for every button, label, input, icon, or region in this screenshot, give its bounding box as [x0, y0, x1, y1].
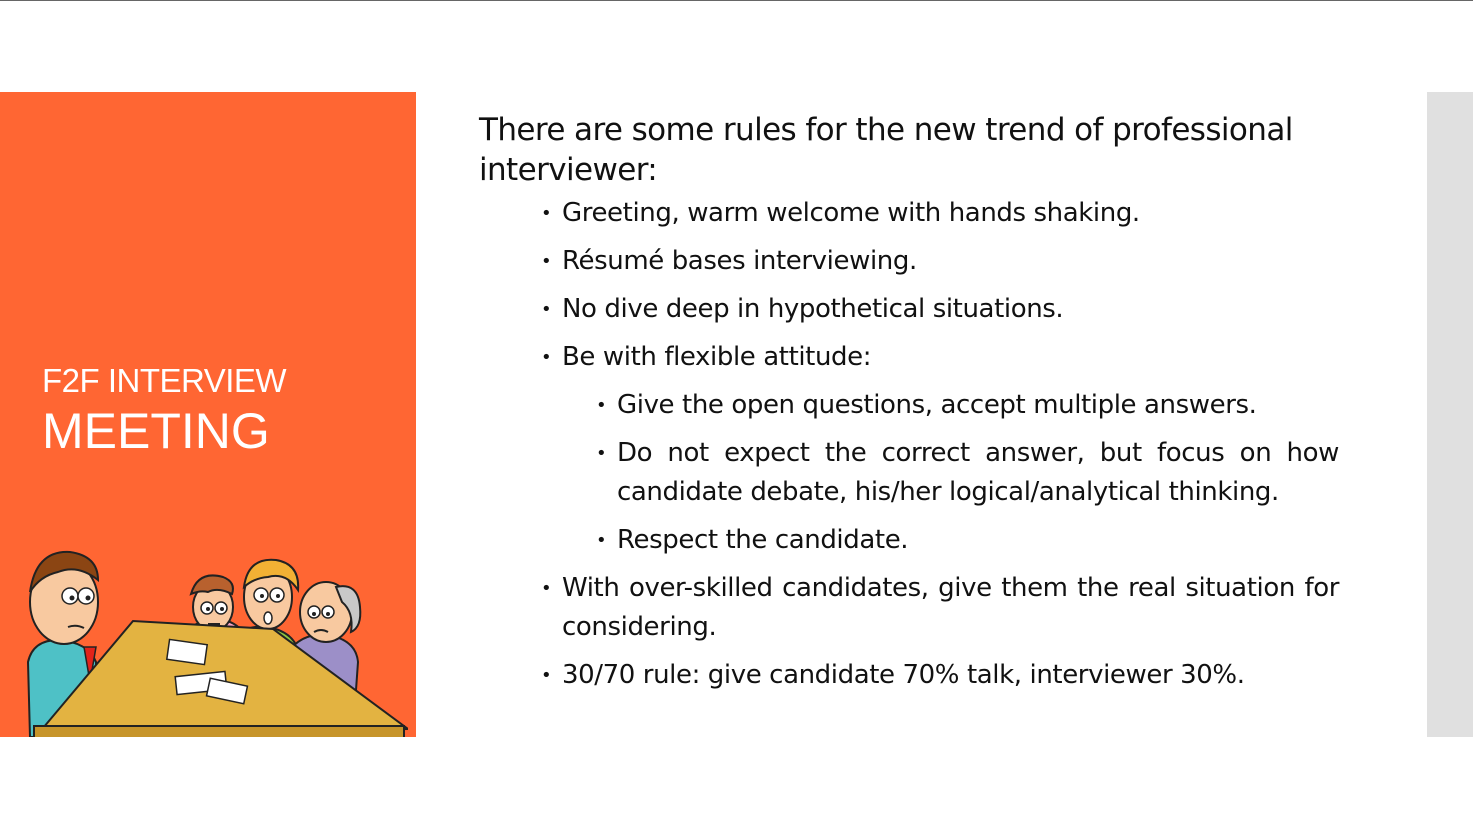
sub-bullet-item: • Give the open questions, accept multipl… [479, 386, 1339, 425]
bullet-item: • With over-skilled candidates, give them… [479, 569, 1339, 647]
bullet-icon: • [541, 347, 552, 368]
bullet-icon: • [541, 665, 552, 686]
bullet-text: With over-skilled candidates, give them … [562, 573, 1339, 642]
sub-bullet-item: • Do not expect the correct answer, but f… [479, 434, 1339, 512]
bullet-icon: • [596, 395, 607, 416]
interview-meeting-illustration-icon [26, 550, 408, 737]
bullet-text: Greeting, warm welcome with hands shakin… [562, 198, 1140, 228]
candidate-icon [26, 550, 100, 737]
bullet-icon: • [541, 203, 552, 224]
bullet-icon: • [596, 530, 607, 551]
slide-content: There are some rules for the new trend o… [479, 110, 1339, 704]
bullet-icon: • [541, 251, 552, 272]
bullet-text: Résumé bases interviewing. [562, 246, 917, 276]
right-gray-strip [1427, 92, 1473, 737]
sub-bullet-text: Do not expect the correct answer, but fo… [617, 438, 1339, 507]
bullet-item: • Be with flexible attitude: [479, 338, 1339, 377]
bullet-item: • Greeting, warm welcome with hands shaki… [479, 194, 1339, 233]
table-icon [33, 619, 408, 737]
bullet-item: • No dive deep in hypothetical situations… [479, 290, 1339, 329]
intro-text: There are some rules for the new trend o… [479, 112, 1293, 188]
section-title: F2F INTERVIEW MEETING [42, 362, 287, 459]
section-title-line2: MEETING [42, 402, 270, 459]
bullet-icon: • [596, 443, 607, 464]
section-panel: F2F INTERVIEW MEETING [0, 92, 416, 737]
sub-bullet-text: Respect the candidate. [617, 525, 909, 555]
rules-list: • Greeting, warm welcome with hands shaki… [479, 194, 1339, 695]
bullet-text: 30/70 rule: give candidate 70% talk, int… [562, 660, 1245, 690]
bullet-text: No dive deep in hypothetical situations. [562, 294, 1064, 324]
sub-bullet-text: Give the open questions, accept multiple… [617, 390, 1257, 420]
bullet-item: • Résumé bases interviewing. [479, 242, 1339, 281]
sub-bullet-item: • Respect the candidate. [479, 521, 1339, 560]
bullet-icon: • [541, 578, 552, 599]
bullet-text: Be with flexible attitude: [562, 342, 872, 372]
bullet-item: • 30/70 rule: give candidate 70% talk, in… [479, 656, 1339, 695]
bullet-icon: • [541, 299, 552, 320]
section-title-line1: F2F INTERVIEW [42, 362, 287, 399]
top-border-line [0, 0, 1473, 1]
